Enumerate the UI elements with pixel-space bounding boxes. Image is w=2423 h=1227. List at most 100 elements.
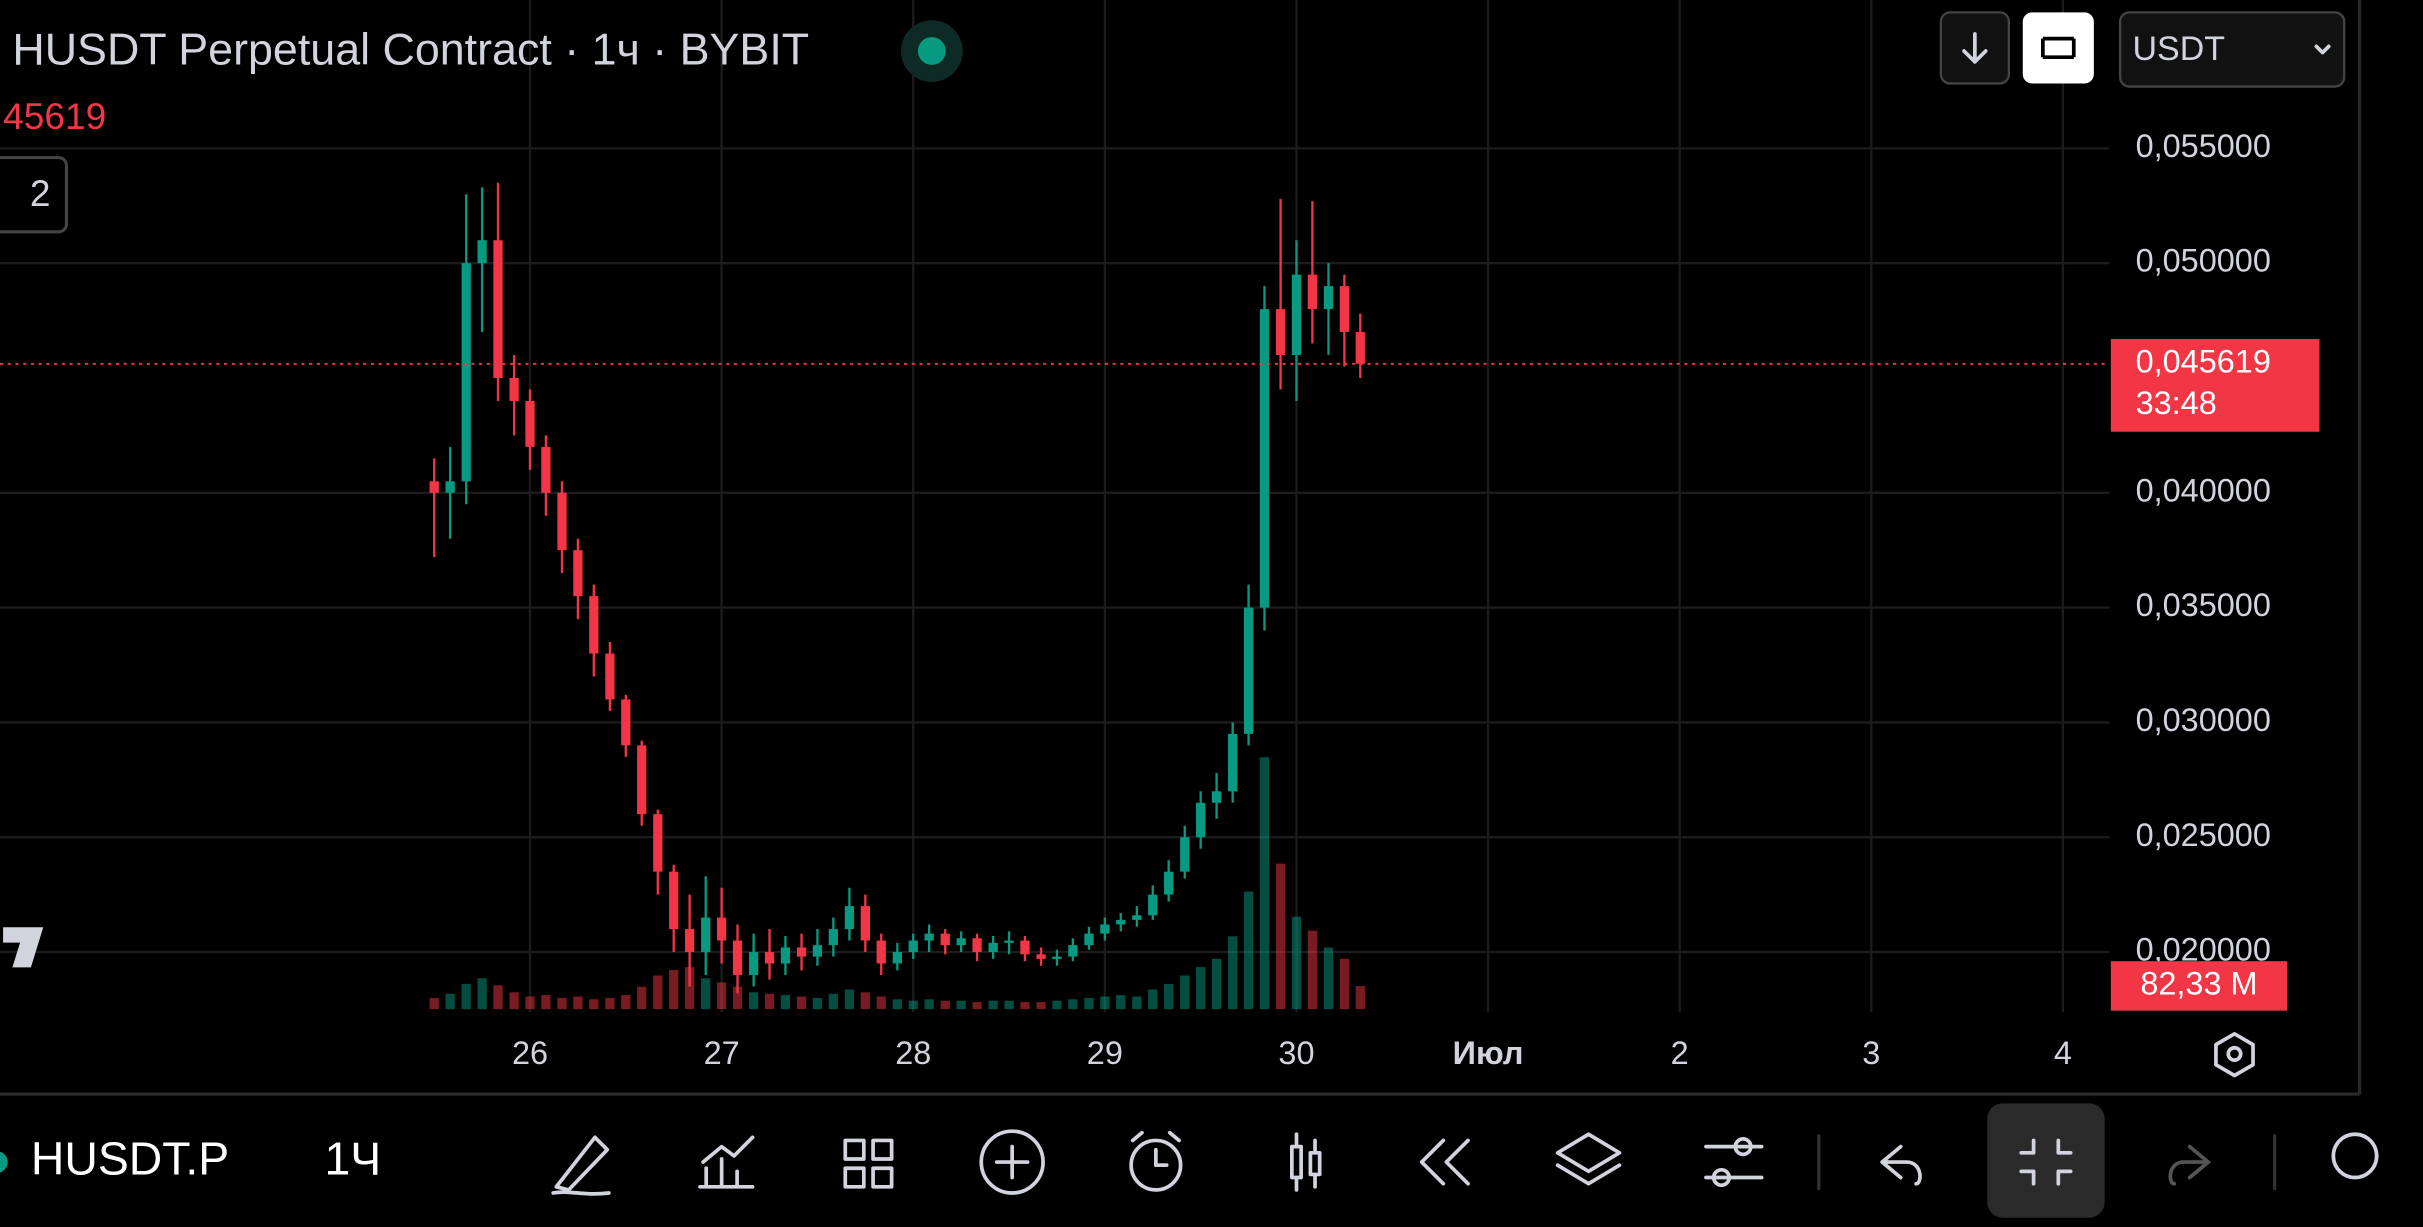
volume-bar bbox=[445, 993, 455, 1010]
y-tick-label: 0,025000 bbox=[2136, 817, 2271, 853]
replay-tool[interactable] bbox=[1419, 1138, 1470, 1186]
settings-icon-dot bbox=[2226, 1045, 2243, 1062]
candle-body bbox=[525, 400, 535, 447]
candle-body bbox=[876, 940, 886, 964]
volume-bar bbox=[573, 996, 583, 1010]
candle-body bbox=[1020, 940, 1030, 955]
y-tick-label: 0,030000 bbox=[2136, 702, 2271, 738]
candle-body bbox=[924, 933, 934, 941]
volume-bar bbox=[461, 983, 471, 1010]
volume-bar bbox=[1036, 1002, 1046, 1010]
candle-body bbox=[701, 917, 711, 953]
candle-body bbox=[1036, 954, 1046, 959]
candle-body bbox=[1068, 945, 1078, 957]
x-tick-label: 3 bbox=[1862, 1035, 1880, 1071]
candle-body bbox=[1084, 933, 1094, 946]
candle-body bbox=[1180, 837, 1190, 872]
candle-body bbox=[764, 952, 775, 964]
volume-bar bbox=[1259, 757, 1270, 1010]
volume-bar bbox=[509, 992, 519, 1010]
legend-price: 45619 bbox=[3, 95, 106, 137]
symbol-dot bbox=[0, 1151, 8, 1173]
candle-body bbox=[972, 938, 982, 953]
currency-value: USDT bbox=[2132, 30, 2225, 68]
candle-body bbox=[892, 952, 902, 964]
candle-body bbox=[860, 906, 870, 941]
volume-bar bbox=[1323, 947, 1334, 1010]
badge-count: 2 bbox=[30, 172, 51, 214]
volume-bar bbox=[940, 1000, 950, 1010]
volume-label: 82,33 M bbox=[2140, 965, 2257, 1001]
x-tick-label: 4 bbox=[2054, 1035, 2072, 1071]
volume-bar bbox=[429, 997, 439, 1010]
volume-bar bbox=[1243, 891, 1254, 1010]
volume-bar bbox=[876, 996, 886, 1010]
logo bbox=[3, 927, 44, 968]
volume-bar bbox=[493, 985, 503, 1010]
redo-button[interactable] bbox=[2168, 1144, 2212, 1186]
candle-body bbox=[1275, 309, 1286, 356]
candle-body bbox=[1323, 286, 1334, 310]
volume-bar bbox=[669, 969, 679, 1010]
volume-bar bbox=[860, 992, 870, 1010]
volume-bar bbox=[844, 989, 855, 1010]
candles bbox=[429, 182, 1365, 994]
indicators-tool[interactable] bbox=[698, 1135, 755, 1189]
candle-body bbox=[1228, 733, 1238, 792]
volume-bar bbox=[637, 986, 647, 1010]
volume-bar bbox=[812, 997, 823, 1010]
layouts-tool[interactable] bbox=[843, 1138, 894, 1189]
candle-body bbox=[1196, 802, 1206, 838]
volume-bar bbox=[1275, 863, 1286, 1010]
volume-pane bbox=[429, 757, 1365, 1010]
draw-tool[interactable] bbox=[551, 1135, 611, 1196]
countdown: 33:48 bbox=[2136, 385, 2217, 421]
x-tick-label: 2 bbox=[1671, 1035, 1689, 1071]
y-tick-label: 0,050000 bbox=[2136, 243, 2271, 279]
volume-bar bbox=[1068, 999, 1078, 1010]
candle-body bbox=[716, 917, 727, 941]
candle-body bbox=[509, 377, 519, 401]
settings-icon[interactable] bbox=[2214, 1031, 2255, 1078]
currency-select[interactable] bbox=[2118, 11, 2346, 88]
candle-body bbox=[1052, 956, 1062, 959]
candle-body bbox=[940, 933, 950, 946]
volume-bar bbox=[1355, 986, 1365, 1010]
candle-body bbox=[573, 550, 583, 597]
candle-body bbox=[956, 938, 966, 946]
idea-button[interactable] bbox=[2331, 1132, 2379, 1180]
price-label-box bbox=[2110, 339, 2320, 432]
candle-body bbox=[541, 446, 551, 493]
volume-bar bbox=[541, 995, 551, 1010]
x-tick-label: 29 bbox=[1087, 1035, 1123, 1071]
mode-button[interactable] bbox=[2022, 12, 2094, 84]
add-tool-plus bbox=[994, 1144, 1030, 1180]
overlay: 0,045619 33:48 82,33 M bbox=[0, 339, 2320, 1011]
volume-bar bbox=[1211, 958, 1222, 1010]
volume-bar bbox=[477, 978, 487, 1010]
volume-bar bbox=[684, 967, 695, 1010]
chevron bbox=[2314, 44, 2331, 55]
volume-bar bbox=[988, 1000, 998, 1010]
volume-bar bbox=[1164, 983, 1174, 1010]
candle-body bbox=[796, 947, 807, 957]
candle-body bbox=[461, 263, 471, 482]
y-tick-label: 0,035000 bbox=[2136, 587, 2271, 623]
toolbar-interval[interactable]: 1Ч bbox=[325, 1132, 382, 1184]
volume-bar bbox=[1004, 1000, 1014, 1010]
undo-button[interactable] bbox=[1880, 1144, 1922, 1186]
candle-body bbox=[477, 240, 487, 264]
alert-tool[interactable] bbox=[1129, 1138, 1183, 1192]
candle-body bbox=[493, 240, 503, 378]
chart-type-tool[interactable] bbox=[1290, 1132, 1322, 1192]
layers-tool[interactable] bbox=[1555, 1132, 1622, 1186]
badge[interactable] bbox=[0, 156, 68, 234]
candle-body bbox=[844, 906, 855, 930]
alert-tool-hands bbox=[1130, 1130, 1181, 1168]
toolbar-symbol[interactable]: HUSDT.P bbox=[31, 1132, 229, 1184]
candle-body bbox=[732, 940, 743, 975]
add-tool[interactable] bbox=[979, 1129, 1045, 1195]
fullscreen-button[interactable] bbox=[1987, 1103, 2105, 1218]
